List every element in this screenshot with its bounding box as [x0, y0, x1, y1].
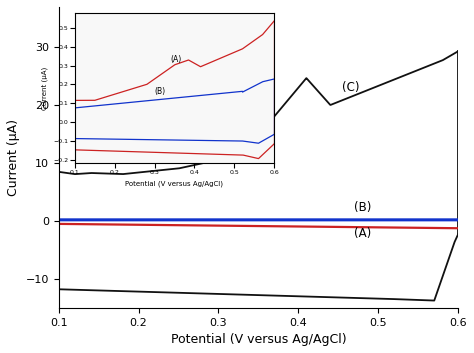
Y-axis label: Current (μA): Current (μA)	[7, 119, 20, 196]
Text: (A): (A)	[355, 227, 372, 240]
Text: (C): (C)	[342, 81, 360, 94]
X-axis label: Potential (V versus Ag/AgCl): Potential (V versus Ag/AgCl)	[171, 333, 346, 346]
Text: (B): (B)	[355, 201, 372, 214]
